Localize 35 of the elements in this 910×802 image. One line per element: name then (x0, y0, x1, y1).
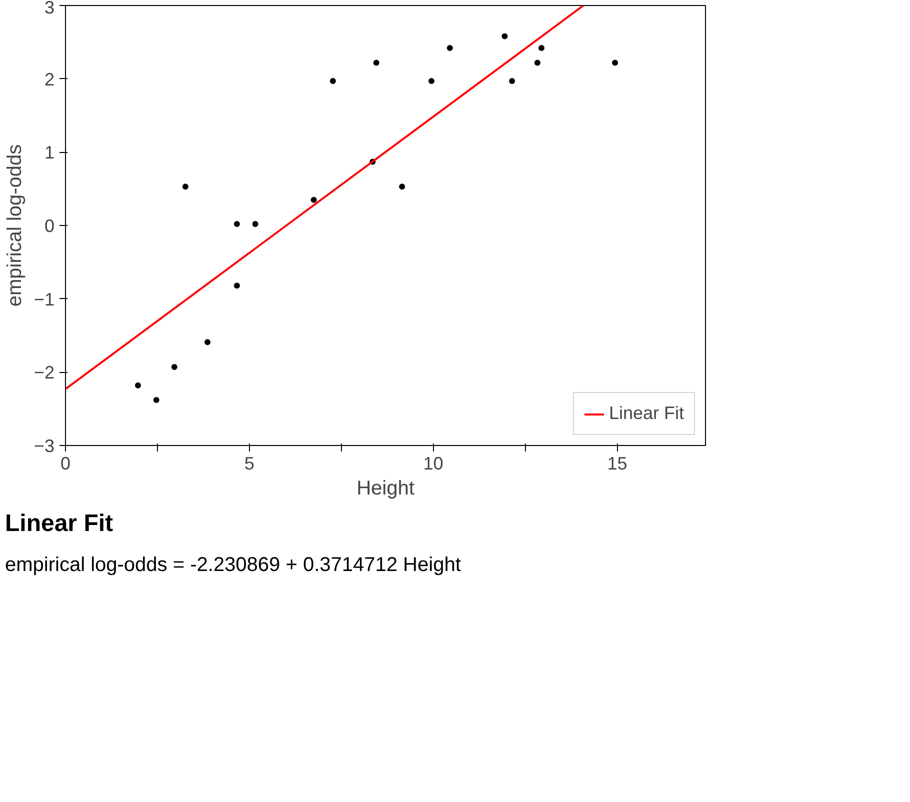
point (509, 78, 516, 84)
point (204, 339, 210, 346)
point (234, 282, 240, 289)
point (134, 382, 141, 388)
x-axis-title: Height (356, 478, 415, 500)
point (330, 78, 336, 84)
y-tick-label: 0 (44, 216, 55, 236)
point (446, 45, 453, 52)
point (399, 184, 406, 190)
point (428, 78, 434, 84)
point (310, 196, 317, 203)
x-tick-label: 0 (60, 454, 71, 474)
point (373, 60, 380, 66)
legend-label: Linear Fit (608, 403, 684, 424)
y-tick-label: 3 (44, 0, 55, 18)
x-tick-label: 15 (607, 454, 628, 474)
text: Linear Fit (5, 509, 114, 539)
point (502, 33, 508, 40)
point (234, 221, 240, 228)
y-axis-title: empirical log-odds (4, 144, 26, 307)
y-tick-label: −1 (34, 289, 55, 310)
y-tick-label: 1 (44, 142, 55, 163)
point (534, 60, 540, 66)
point (153, 397, 160, 404)
x-tick-label: 10 (423, 454, 444, 474)
y-tick-label: −3 (34, 436, 55, 456)
y-tick-label: 2 (44, 69, 55, 90)
point (182, 184, 188, 190)
point (538, 45, 544, 52)
y-tick-label: −2 (34, 362, 55, 383)
point (171, 364, 178, 370)
point (612, 60, 618, 66)
point (252, 221, 258, 228)
text: empirical log-odds = -2.230869 + 0.3714712 Height (5, 553, 461, 578)
x-tick-label: 5 (244, 454, 254, 474)
